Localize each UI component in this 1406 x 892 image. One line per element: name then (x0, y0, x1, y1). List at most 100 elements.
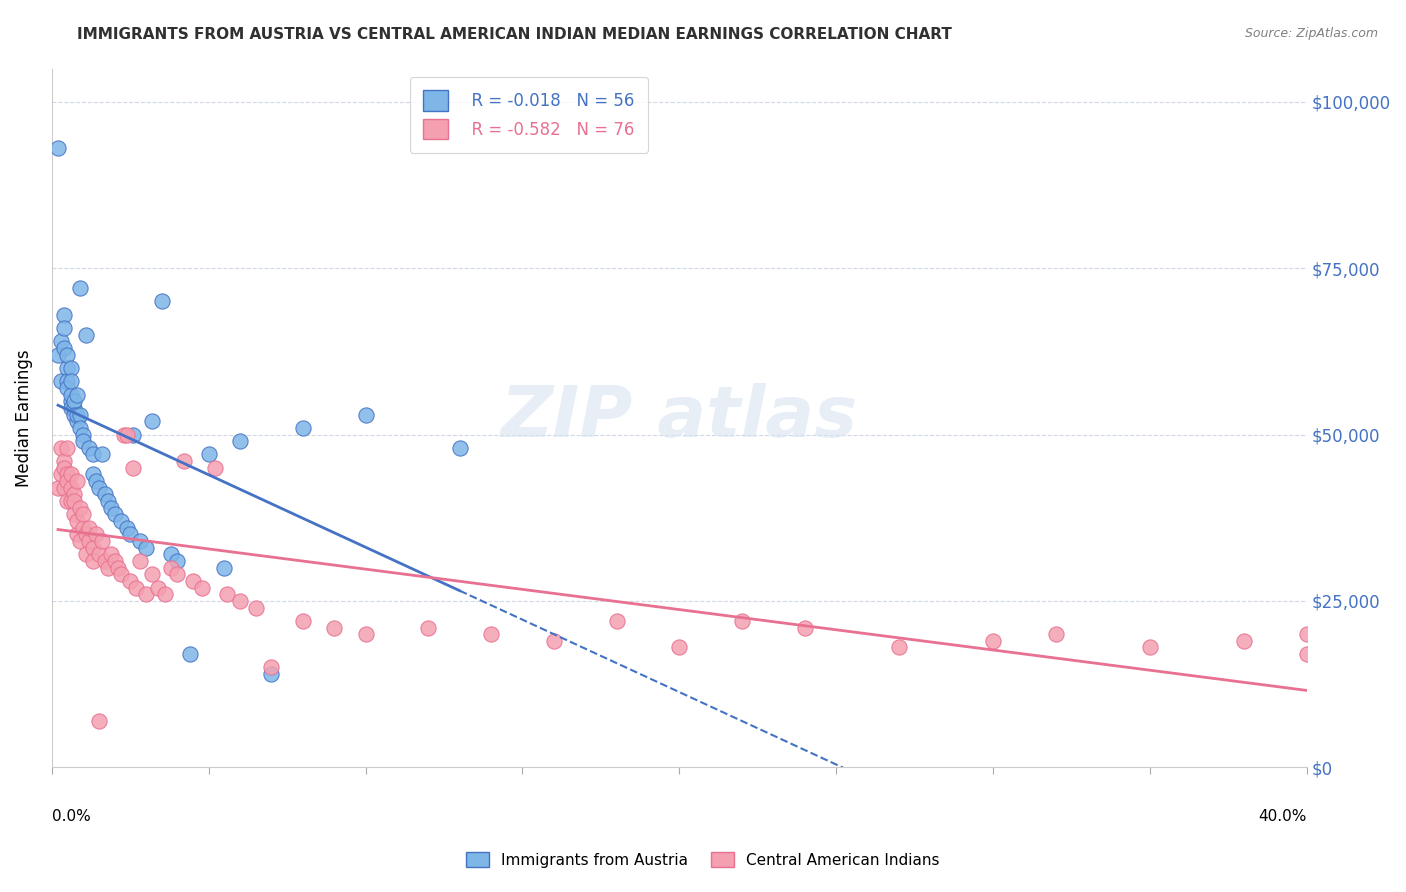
Point (53, 460, 76, 475)
Point (166, 554, 188, 568)
Point (1139, 640, 1161, 655)
Point (62, 487, 84, 501)
Point (66, 514, 89, 528)
Point (66, 414, 89, 428)
Point (84, 474, 107, 488)
Point (53, 481, 76, 495)
Point (260, 660, 283, 674)
Point (449, 441, 471, 455)
Point (56, 361, 79, 376)
Point (543, 633, 565, 648)
Point (94, 554, 117, 568)
Point (107, 560, 129, 574)
Point (69, 281, 91, 295)
Point (1296, 647, 1319, 661)
Point (59, 481, 82, 495)
Point (1296, 627, 1319, 641)
Point (66, 527, 89, 541)
Point (56, 467, 79, 482)
Point (51, 441, 73, 455)
Point (59, 374, 82, 388)
Point (479, 627, 502, 641)
Point (51, 467, 73, 482)
Point (125, 581, 148, 595)
Point (75, 527, 97, 541)
Point (354, 408, 377, 422)
Point (731, 614, 754, 628)
Point (94, 487, 117, 501)
Point (135, 541, 157, 555)
Point (981, 633, 1004, 648)
Point (72, 434, 94, 449)
Point (59, 394, 82, 409)
Legend: Immigrants from Austria, Central American Indians: Immigrants from Austria, Central America… (458, 844, 948, 875)
Point (91, 448, 114, 462)
Text: IMMIGRANTS FROM AUSTRIA VS CENTRAL AMERICAN INDIAN MEDIAN EARNINGS CORRELATION C: IMMIGRANTS FROM AUSTRIA VS CENTRAL AMERI… (77, 27, 952, 42)
Text: Source: ZipAtlas.com: Source: ZipAtlas.com (1244, 27, 1378, 40)
Point (128, 554, 150, 568)
Point (51, 334, 73, 349)
Text: 0.0%: 0.0% (52, 809, 90, 824)
Point (112, 427, 135, 442)
Point (100, 547, 122, 561)
Point (97, 560, 120, 574)
Point (59, 387, 82, 401)
Point (82, 541, 104, 555)
Text: ZIP atlas: ZIP atlas (501, 384, 858, 452)
Point (120, 527, 142, 541)
Point (291, 421, 314, 435)
Point (229, 594, 252, 608)
Point (1045, 627, 1067, 641)
Point (204, 460, 226, 475)
Point (51, 374, 73, 388)
Point (173, 454, 195, 468)
Point (79, 534, 101, 549)
Text: 40.0%: 40.0% (1258, 809, 1308, 824)
Point (793, 620, 815, 634)
Point (72, 508, 94, 522)
Point (141, 414, 163, 428)
Point (46, 141, 69, 155)
Point (354, 627, 377, 641)
Point (66, 474, 89, 488)
Point (128, 534, 150, 549)
Point (97, 494, 120, 508)
Point (56, 494, 79, 508)
Point (69, 534, 91, 549)
Point (110, 514, 132, 528)
Legend:   R = -0.018   N = 56,   R = -0.582   N = 76: R = -0.018 N = 56, R = -0.582 N = 76 (409, 77, 648, 153)
Y-axis label: Median Earnings: Median Earnings (15, 349, 32, 487)
Point (53, 454, 76, 468)
Point (72, 427, 94, 442)
Point (46, 348, 69, 362)
Point (91, 534, 114, 549)
Point (181, 574, 204, 588)
Point (66, 387, 89, 401)
Point (53, 341, 76, 355)
Point (59, 401, 82, 415)
Point (110, 567, 132, 582)
Point (56, 381, 79, 395)
Point (56, 474, 79, 488)
Point (100, 500, 122, 515)
Point (62, 408, 84, 422)
Point (79, 441, 101, 455)
Point (1233, 633, 1256, 648)
Point (214, 560, 236, 574)
Point (75, 327, 97, 342)
Point (69, 500, 91, 515)
Point (66, 408, 89, 422)
Point (160, 560, 183, 574)
Point (62, 508, 84, 522)
Point (59, 467, 82, 482)
Point (53, 321, 76, 335)
Point (418, 620, 440, 634)
Point (59, 494, 82, 508)
Point (56, 374, 79, 388)
Point (260, 667, 283, 681)
Point (291, 614, 314, 628)
Point (69, 421, 91, 435)
Point (245, 600, 267, 615)
Point (115, 427, 138, 442)
Point (323, 620, 346, 634)
